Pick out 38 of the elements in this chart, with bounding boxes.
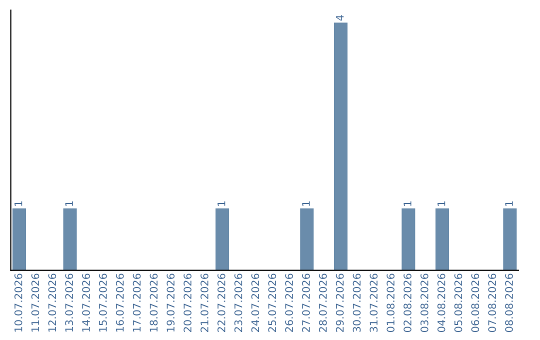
x-tick-label: 17.07.2026 bbox=[132, 274, 141, 332]
x-tick-label: 23.07.2026 bbox=[234, 274, 242, 332]
x-tick-label: 25.07.2026 bbox=[268, 274, 276, 332]
x-tick-label: 18.07.2026 bbox=[150, 274, 158, 332]
data-label: 1 bbox=[404, 201, 412, 206]
x-tick-label: 24.07.2026 bbox=[251, 274, 260, 332]
x-tick-label: 22.07.2026 bbox=[217, 274, 226, 332]
x-tick-label: 30.07.2026 bbox=[352, 274, 361, 332]
x-tick-label: 15.07.2026 bbox=[99, 274, 107, 332]
data-label: 1 bbox=[14, 201, 22, 206]
x-tick-label: 11.07.2026 bbox=[31, 274, 40, 332]
x-tick-label: 06.08.2026 bbox=[471, 274, 480, 332]
x-tick-label: 27.07.2026 bbox=[302, 274, 310, 332]
x-tick-label: 29.07.2026 bbox=[336, 274, 344, 332]
x-tick-label: 16.07.2026 bbox=[116, 274, 124, 332]
x-tick-label: 19.07.2026 bbox=[166, 274, 175, 332]
x-tick-label: 20.07.2026 bbox=[184, 274, 192, 332]
x-tick-label: 10.07.2026 bbox=[14, 274, 22, 332]
data-label: 1 bbox=[505, 201, 513, 206]
x-tick-label: 07.08.2026 bbox=[488, 274, 496, 332]
x-tick-label: 28.07.2026 bbox=[318, 274, 327, 332]
data-label: 1 bbox=[65, 201, 73, 206]
data-label: 1 bbox=[302, 201, 310, 206]
x-tick-label: 03.08.2026 bbox=[420, 274, 428, 332]
x-tick-label: 12.07.2026 bbox=[48, 274, 56, 332]
x-tick-label: 21.07.2026 bbox=[200, 274, 208, 332]
x-tick-label: 08.08.2026 bbox=[505, 274, 513, 332]
x-tick-label: 02.08.2026 bbox=[404, 274, 412, 332]
x-tick-label: 26.07.2026 bbox=[285, 274, 293, 332]
x-tick-label: 13.07.2026 bbox=[65, 274, 74, 332]
x-tick-label: 31.07.2026 bbox=[370, 274, 378, 332]
x-tick-label: 04.08.2026 bbox=[437, 274, 446, 332]
x-tick-label: 14.07.2026 bbox=[82, 274, 90, 332]
x-tick-label: 01.08.2026 bbox=[386, 274, 395, 332]
data-label: 1 bbox=[218, 201, 226, 206]
data-label: 4 bbox=[336, 15, 344, 21]
data-label: 1 bbox=[438, 201, 446, 206]
x-tick-label: 05.08.2026 bbox=[454, 274, 462, 332]
